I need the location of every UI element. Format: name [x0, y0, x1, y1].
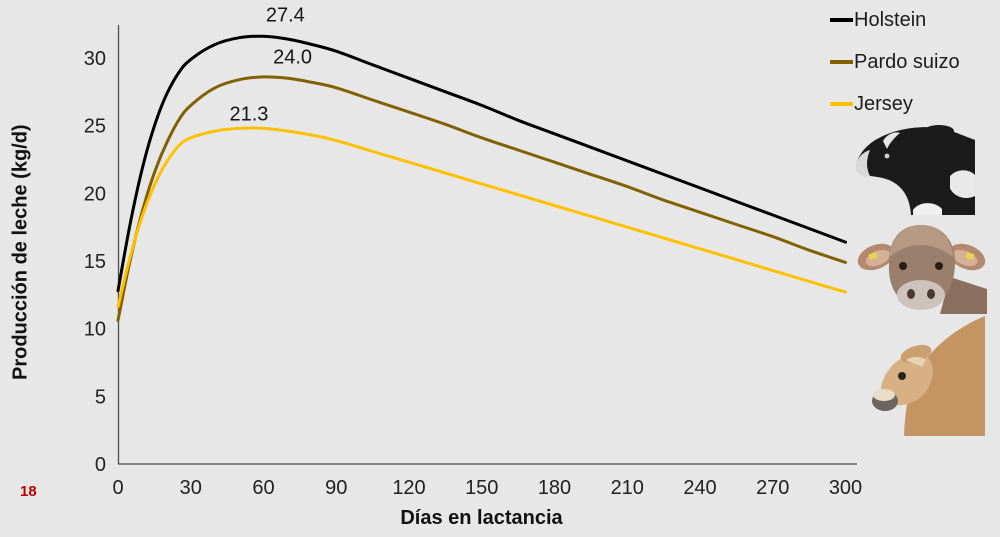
y-axis-title: Producción de leche (kg/d)	[9, 124, 32, 380]
peak-value-label: 24.0	[273, 47, 312, 69]
pardo-suizo-line-swatch-icon	[830, 60, 853, 64]
x-tick-label: 180	[538, 477, 571, 499]
x-tick-label: 210	[611, 477, 644, 499]
legend-item-pardo-suizo: Pardo suizo	[830, 51, 960, 73]
x-tick-label: 0	[112, 477, 123, 499]
x-tick-label: 240	[683, 477, 716, 499]
x-tick-label: 90	[325, 477, 347, 499]
holstein-curve	[116, 34, 847, 293]
y-tick-label: 5	[95, 386, 106, 408]
peak-value-label: 21.3	[229, 103, 268, 125]
jersey-curve	[116, 126, 847, 309]
legend-item-holstein: Holstein	[830, 9, 960, 31]
holstein-line-swatch-icon	[830, 18, 853, 22]
jersey-cow-image	[872, 314, 985, 436]
y-tick-label: 15	[84, 251, 106, 273]
holstein-cow-image	[853, 118, 975, 215]
x-axis-title: Días en lactancia	[400, 507, 563, 529]
jersey-line-swatch-icon	[830, 102, 853, 106]
peak-value-label: 27.4	[266, 5, 305, 27]
x-tick-label: 270	[756, 477, 789, 499]
x-tick-label: 60	[252, 477, 274, 499]
x-tick-label: 150	[465, 477, 498, 499]
legend-label: Holstein	[854, 8, 927, 31]
legend-label: Jersey	[854, 92, 913, 115]
legend-label: Pardo suizo	[854, 50, 960, 73]
y-tick-label: 20	[84, 183, 106, 205]
legend-item-jersey: Jersey	[830, 93, 960, 115]
slide-page-number: 18	[20, 483, 37, 500]
x-tick-label: 300	[829, 477, 862, 499]
y-tick-label: 30	[84, 48, 106, 70]
pardo-suizo-curve	[116, 75, 847, 322]
y-tick-label: 25	[84, 116, 106, 138]
x-tick-label: 120	[392, 477, 425, 499]
x-tick-label: 30	[180, 477, 202, 499]
pardo-suizo-cow-image	[856, 221, 987, 314]
y-tick-label: 10	[84, 319, 106, 341]
y-tick-label: 0	[95, 454, 106, 476]
legend: Holstein Pardo suizo Jersey	[830, 9, 960, 115]
